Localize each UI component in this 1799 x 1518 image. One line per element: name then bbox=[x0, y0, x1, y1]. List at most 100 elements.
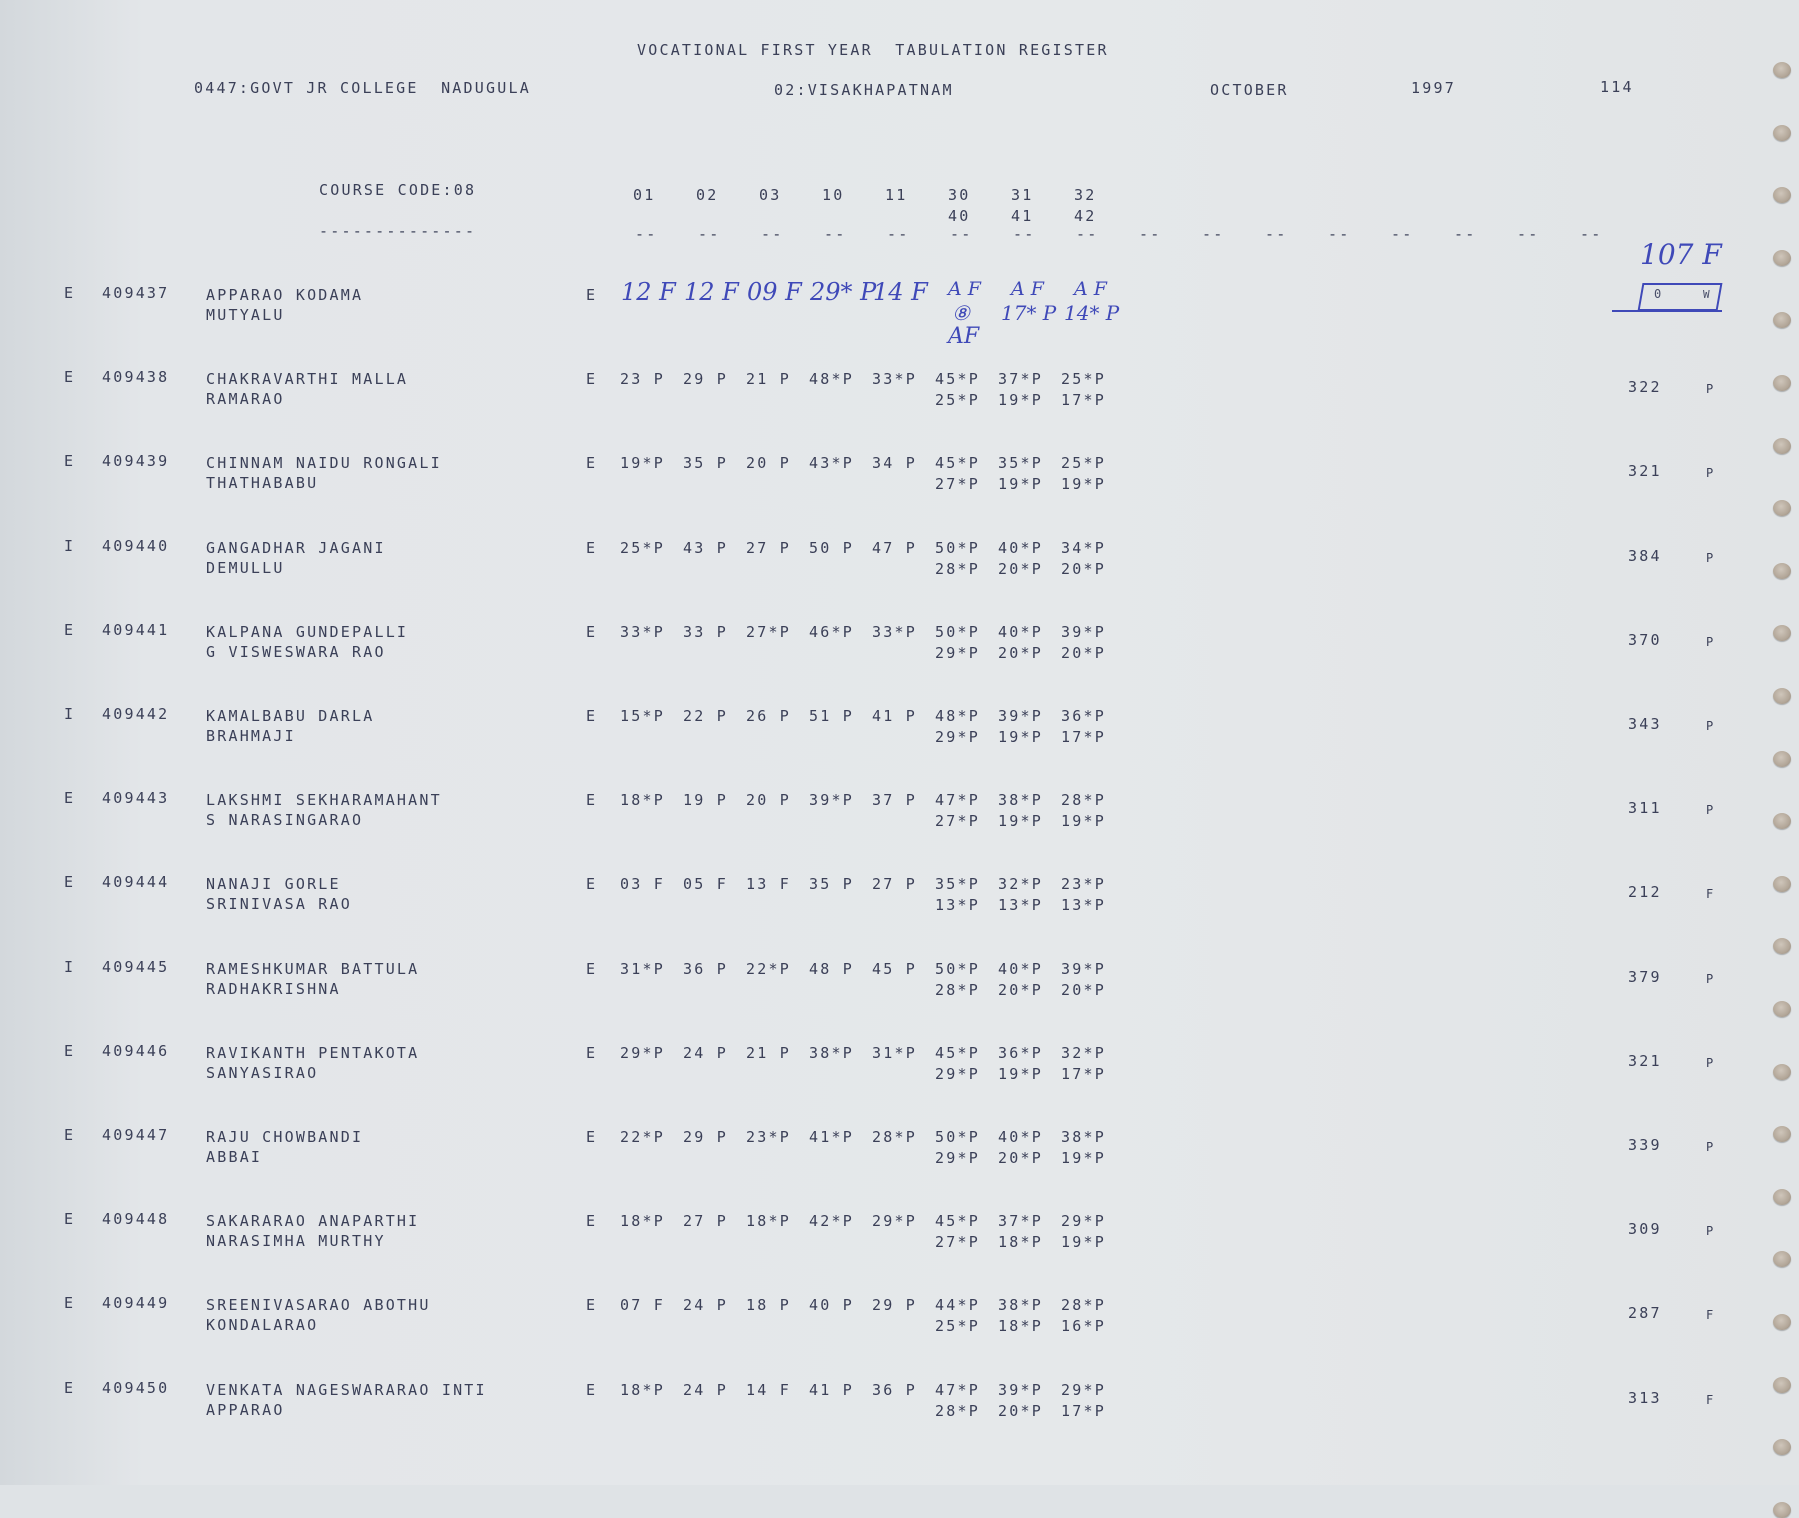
subject-mark: 23*P bbox=[746, 1128, 791, 1146]
subject-mark: 29*P bbox=[935, 1064, 980, 1083]
subject-mark: 45*P bbox=[935, 370, 980, 389]
subject-mark: 18*P bbox=[746, 1212, 791, 1231]
feed-hole-icon bbox=[1773, 562, 1791, 579]
handwritten-mark: 12 F bbox=[621, 278, 676, 306]
subject-mark: 45*P bbox=[935, 1212, 980, 1231]
parent-name: RADHAKRISHNA bbox=[206, 979, 341, 998]
student-type: E bbox=[64, 1378, 76, 1397]
exam-type: E bbox=[586, 1212, 598, 1231]
subject-mark: 16*P bbox=[1061, 1317, 1106, 1336]
handwritten-mark: 09 F bbox=[747, 278, 802, 306]
subject-mark: 34 P bbox=[872, 454, 917, 473]
subject-mark: 40*P bbox=[998, 959, 1043, 978]
register-title: VOCATIONAL FIRST YEAR TABULATION REGISTE… bbox=[637, 41, 1109, 59]
subject-mark: 18*P bbox=[998, 1317, 1043, 1336]
subject-mark: 29*P bbox=[935, 1149, 980, 1167]
total-marks: 313 bbox=[1628, 1388, 1662, 1407]
subject-mark: 27*P bbox=[746, 622, 791, 641]
subject-mark: 36*P bbox=[1061, 707, 1106, 725]
student-name: CHAKRAVARTHI MALLA bbox=[206, 370, 409, 389]
result-status: P bbox=[1706, 382, 1716, 397]
subject-code: 31 bbox=[1011, 186, 1034, 204]
subject-mark: 25*P bbox=[1061, 370, 1106, 389]
subject-mark: 43*P bbox=[809, 454, 854, 473]
subject-mark: 22*P bbox=[746, 959, 791, 978]
roll-number: 409449 bbox=[102, 1294, 170, 1313]
subject-mark: 23*P bbox=[1061, 875, 1106, 894]
subject-mark: 19 P bbox=[683, 791, 728, 810]
column-separator: -- bbox=[1517, 225, 1540, 243]
subject-mark: 48 P bbox=[809, 959, 854, 978]
subject-mark: 25*P bbox=[1061, 454, 1106, 473]
subject-mark: 20*P bbox=[998, 980, 1043, 999]
subject-mark: 48*P bbox=[809, 370, 854, 389]
exam-type: E bbox=[586, 791, 598, 810]
subject-mark: 18*P bbox=[620, 791, 665, 810]
result-status: P bbox=[1706, 466, 1716, 481]
feed-hole-icon bbox=[1773, 688, 1791, 704]
subject-mark: 38*P bbox=[809, 1043, 854, 1062]
subject-mark: 21 P bbox=[746, 1043, 791, 1062]
college-name: 0447:GOVT JR COLLEGE NADUGULA bbox=[194, 79, 531, 97]
column-separator: -- bbox=[698, 225, 721, 243]
subject-mark: 50*P bbox=[935, 538, 980, 557]
parent-name: BRAHMAJI bbox=[206, 727, 296, 745]
roll-number: 409444 bbox=[102, 873, 170, 892]
student-name: SREENIVASARAO ABOTHU bbox=[206, 1296, 431, 1315]
roll-number: 409445 bbox=[102, 957, 170, 976]
roll-number: 409442 bbox=[102, 705, 170, 723]
student-type: E bbox=[64, 452, 76, 471]
subject-mark: 20*P bbox=[998, 1149, 1043, 1167]
total-marks: 370 bbox=[1628, 630, 1662, 649]
student-type: E bbox=[64, 873, 76, 892]
total-marks: 309 bbox=[1628, 1220, 1662, 1239]
student-type: E bbox=[64, 620, 76, 639]
table-row: E 409446 RAVIKANTH PENTAKOTA SANYASIRAO E 29*… bbox=[0, 1042, 1799, 1122]
subject-mark: 20*P bbox=[998, 559, 1043, 578]
feed-hole-icon bbox=[1773, 62, 1791, 78]
feed-hole-icon bbox=[1773, 500, 1791, 517]
roll-number: 409447 bbox=[102, 1126, 170, 1144]
student-type: I bbox=[64, 705, 76, 723]
student-name: RAVIKANTH PENTAKOTA bbox=[206, 1043, 420, 1062]
exam-type: E bbox=[586, 370, 598, 389]
column-separator: -- bbox=[1454, 225, 1477, 243]
exam-type: E bbox=[586, 622, 598, 641]
subject-mark: 32*P bbox=[1061, 1043, 1106, 1062]
result-status: P bbox=[1706, 550, 1716, 565]
subject-code: 10 bbox=[822, 186, 845, 204]
handwritten-mark: 12 F bbox=[684, 278, 739, 306]
subject-mark: 38*P bbox=[998, 1296, 1043, 1315]
subject-code: 01 bbox=[633, 186, 656, 204]
subject-mark: 19*P bbox=[1061, 1233, 1106, 1252]
parent-name: THATHABABU bbox=[206, 474, 319, 493]
handwritten-mark: A F bbox=[1011, 278, 1044, 300]
subject-mark: 26 P bbox=[746, 707, 791, 725]
subject-mark: 17*P bbox=[1061, 1064, 1106, 1083]
handwritten-mark: A F bbox=[948, 278, 981, 300]
feed-hole-icon bbox=[1773, 1439, 1791, 1456]
subject-mark: 18*P bbox=[620, 1212, 665, 1231]
course-code-underline: -------------- bbox=[319, 222, 477, 240]
subject-mark: 48*P bbox=[935, 707, 980, 725]
feed-hole-icon bbox=[1773, 813, 1791, 830]
result-status: F bbox=[1706, 1392, 1716, 1407]
table-row: E 409439 CHINNAM NAIDU RONGALI THATHABABU E 1… bbox=[0, 452, 1799, 532]
feed-hole-icon bbox=[1773, 124, 1791, 141]
subject-mark: 20*P bbox=[998, 643, 1043, 662]
subject-mark: 32*P bbox=[998, 875, 1043, 894]
subject-mark: 29*P bbox=[872, 1212, 917, 1231]
roll-number: 409450 bbox=[102, 1378, 170, 1397]
subject-mark: 29 P bbox=[683, 370, 728, 389]
subject-mark: 27*P bbox=[935, 475, 980, 494]
parent-name: ABBAI bbox=[206, 1148, 263, 1166]
exam-type: E bbox=[586, 1128, 598, 1146]
subject-mark: 22 P bbox=[683, 707, 728, 725]
handwritten-total-note: 107 F bbox=[1640, 238, 1722, 271]
handwritten-mark: 17* P bbox=[1001, 301, 1057, 325]
subject-mark: 28*P bbox=[935, 980, 980, 999]
subject-code: 02 bbox=[696, 186, 719, 204]
result-status: P bbox=[1706, 1140, 1716, 1154]
total-marks: 212 bbox=[1628, 883, 1662, 902]
subject-code: 42 bbox=[1074, 207, 1097, 225]
